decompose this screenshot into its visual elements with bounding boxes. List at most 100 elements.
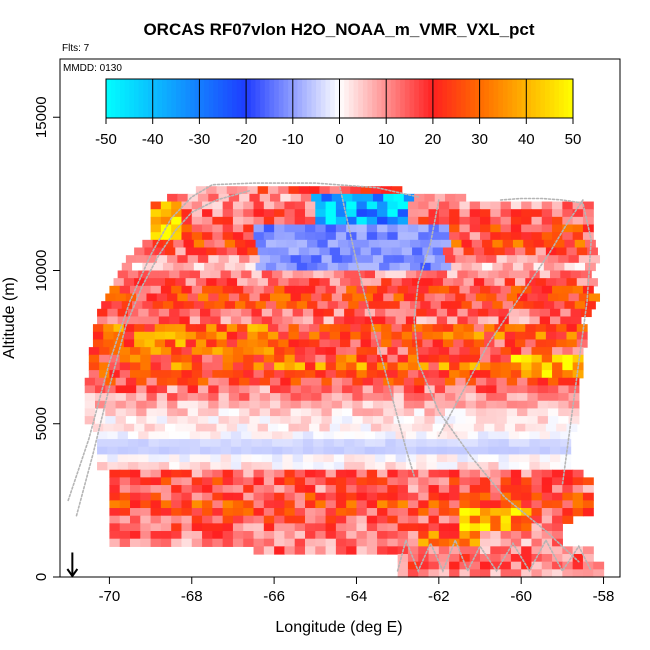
heat-cell [537, 255, 549, 264]
heat-cell [469, 554, 481, 563]
heat-cell [335, 370, 347, 379]
heat-cell [377, 370, 388, 379]
colorbar-segment [246, 79, 252, 118]
heat-cell [270, 193, 281, 203]
heat-cell [541, 569, 553, 578]
colorbar-segment [269, 79, 275, 118]
heat-cell [158, 270, 170, 279]
heat-cell [294, 216, 306, 226]
heat-cell [84, 377, 96, 387]
heat-cell [158, 308, 170, 318]
heat-cell [200, 446, 211, 455]
heat-cell [167, 255, 178, 264]
heat-cell [387, 469, 399, 478]
heat-cell [397, 561, 409, 570]
heat-cell [490, 485, 502, 494]
heat-cell [521, 477, 533, 486]
heat-cell [358, 239, 370, 249]
heat-cell [171, 500, 183, 509]
heat-cell [418, 546, 430, 555]
heat-cell [438, 224, 450, 233]
heat-cell [356, 531, 368, 540]
heat-cell [107, 308, 119, 318]
heat-cell [428, 347, 440, 356]
heat-cell [218, 293, 230, 302]
heat-cell [442, 423, 454, 433]
heat-cell [130, 531, 141, 540]
heat-cell [527, 393, 539, 402]
heat-cell [193, 262, 205, 272]
heat-cell [226, 324, 238, 333]
heat-cell [430, 239, 442, 249]
heat-cell [364, 454, 376, 463]
heat-cell [191, 469, 203, 478]
heat-cell [490, 538, 502, 547]
heat-cell [305, 354, 316, 364]
heat-cell [325, 285, 337, 295]
heat-cell [169, 316, 181, 325]
heat-cell [434, 293, 446, 302]
heat-cell [97, 431, 108, 440]
heat-cell [284, 362, 296, 371]
heat-cell [298, 331, 310, 341]
heat-cell [235, 239, 246, 249]
heat-cell [323, 462, 335, 471]
heat-cell [305, 477, 316, 486]
heat-cell [500, 569, 512, 578]
heat-cell [407, 370, 419, 379]
heat-cell [241, 270, 253, 279]
heat-cell [438, 216, 450, 226]
heat-cell [156, 293, 168, 302]
heat-cell [545, 247, 557, 256]
heat-cell [469, 561, 481, 570]
heat-cell [290, 293, 302, 302]
heat-cell [263, 485, 275, 494]
heat-cell [144, 331, 156, 341]
heat-cell [498, 431, 510, 440]
heat-cell [517, 255, 528, 264]
heat-cell [302, 270, 314, 279]
heat-cell [136, 377, 148, 387]
heat-cell [494, 423, 506, 433]
heat-cell [148, 446, 160, 455]
arrow-head [66, 568, 79, 578]
heat-cell [465, 400, 477, 410]
heat-cell [300, 385, 312, 394]
heat-cell [191, 347, 203, 356]
heat-cell [315, 523, 327, 532]
heat-cell [521, 224, 533, 233]
heat-cell [531, 561, 543, 570]
heat-cell [216, 331, 228, 341]
heat-cell [284, 347, 296, 356]
heat-cell [387, 477, 399, 486]
heat-cell [325, 232, 337, 241]
heat-cell [525, 278, 537, 287]
heat-cell [572, 216, 584, 226]
heat-cell [325, 216, 337, 226]
colorbar-segment [241, 79, 247, 118]
heat-cell [517, 393, 528, 402]
heat-cell [447, 270, 458, 279]
colorbar-tick-label: -20 [235, 131, 257, 148]
heat-cell [582, 477, 594, 486]
heat-cell [212, 492, 224, 501]
colorbar-segment [166, 79, 172, 118]
heat-cell [500, 370, 512, 379]
heat-cell [449, 224, 461, 233]
heat-cell [397, 209, 409, 218]
heat-cell [175, 324, 187, 333]
heat-cell [469, 201, 481, 210]
heat-cell [136, 393, 148, 402]
colorbar-tick-label: 10 [378, 131, 395, 148]
heat-cell [253, 538, 265, 547]
heat-cell [521, 561, 533, 570]
heat-cell [257, 278, 269, 287]
heat-cell [191, 523, 203, 532]
colorbar-segment [129, 79, 135, 118]
heat-cell [372, 293, 384, 302]
heat-cell [97, 439, 108, 448]
heat-cell [191, 531, 203, 540]
heat-cell [424, 416, 436, 425]
heat-cell [531, 232, 543, 241]
heat-cell [508, 439, 520, 448]
